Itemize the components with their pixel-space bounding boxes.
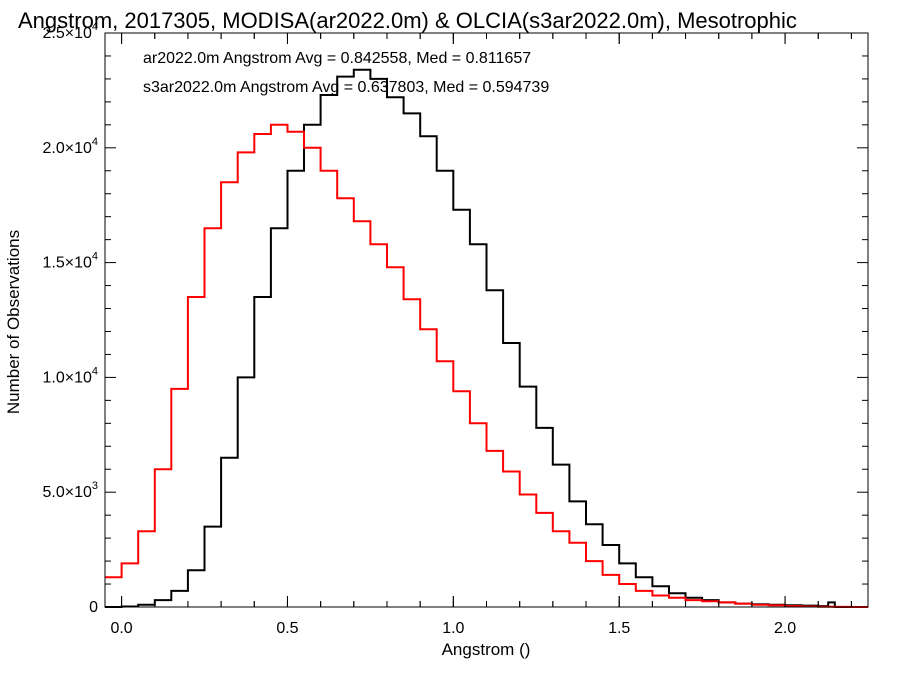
x-tick-label: 0.5 [276,620,298,637]
axes-layer: 0.0 0.5 1.0 1.5 2.0 0 5.0×103 1.0×104 1.5×104 2.0… [42,21,869,637]
x-axis-label: Angstrom () [442,640,531,659]
y-tick-label: 2.0×104 [42,136,98,157]
y-tick-label: 0 [89,599,98,616]
x-tick-label: 0.0 [110,620,132,637]
chart-title: Angstrom, 2017305, MODISA(ar2022.0m) & O… [18,8,797,33]
x-tick-label: 1.0 [442,620,464,637]
y-tick-label: 1.5×104 [42,251,98,272]
legend-entry-s3ar2022: s3ar2022.0m Angstrom Avg = 0.637803, Med… [143,79,549,96]
y-axis-label: Number of Observations [4,230,23,414]
series-line-1 [105,123,868,608]
x-tick-label: 2.0 [774,620,796,637]
series-layer [105,68,868,608]
legend-entry-ar2022: ar2022.0m Angstrom Avg = 0.842558, Med =… [143,50,531,67]
x-tick-label: 1.5 [608,620,630,637]
y-tick-label: 2.5×104 [42,21,98,42]
y-tick-label: 5.0×103 [42,480,98,501]
y-tick-label: 1.0×104 [42,365,98,386]
